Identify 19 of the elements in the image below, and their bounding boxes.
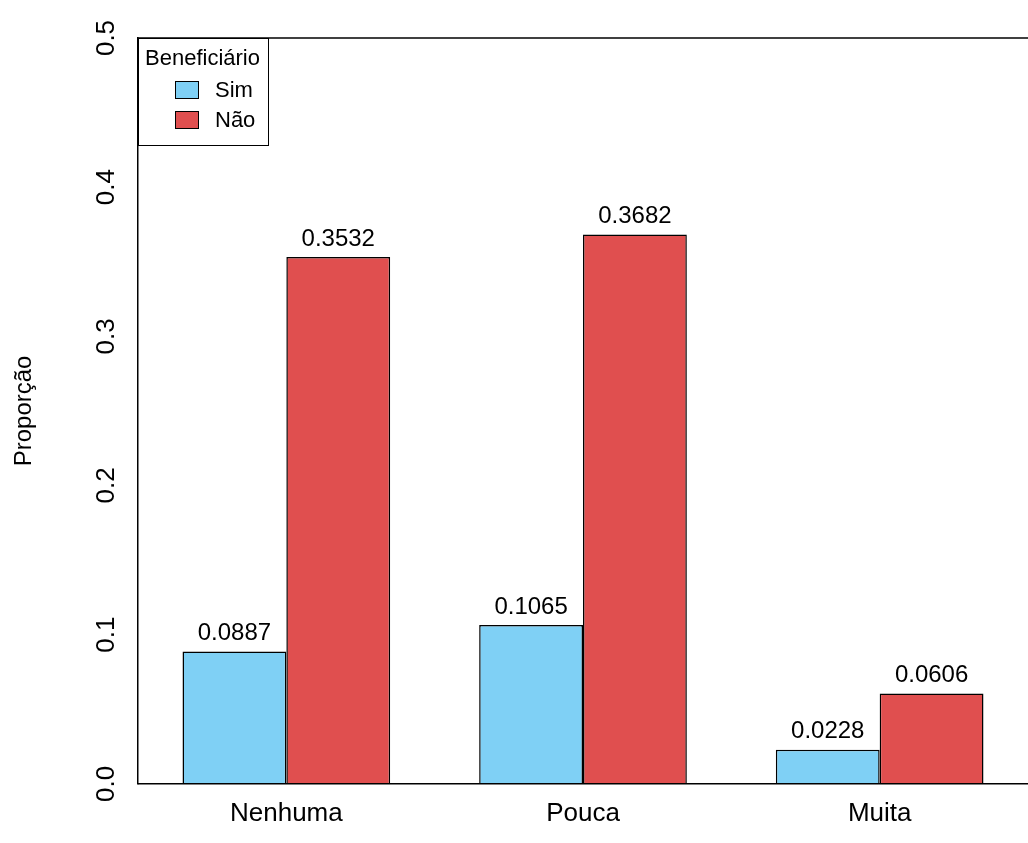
x-tick-label: Muita xyxy=(847,796,912,827)
x-tick-label: Pouca xyxy=(546,796,621,827)
data-label: 0.3532 xyxy=(301,223,375,251)
y-tick-label: 0.5 xyxy=(90,19,121,57)
legend-label: Não xyxy=(215,107,256,133)
y-tick-label: 0.0 xyxy=(90,765,121,802)
data-label: 0.0887 xyxy=(197,618,272,646)
data-label: 0.1065 xyxy=(494,591,568,619)
y-tick-label: 0.1 xyxy=(90,616,121,653)
y-tick-label: 0.3 xyxy=(90,318,121,355)
data-label: 0.3682 xyxy=(598,201,672,229)
y-tick-label: 0.2 xyxy=(90,467,121,504)
legend-label: Sim xyxy=(215,77,253,103)
y-axis-title: Proporção xyxy=(8,355,36,467)
legend-title: Beneficiário xyxy=(145,45,260,71)
x-tick-label: Nenhuma xyxy=(229,796,344,827)
data-label: 0.0228 xyxy=(791,716,865,744)
data-label: 0.0606 xyxy=(894,660,969,688)
y-tick-label: 0.4 xyxy=(90,169,121,206)
